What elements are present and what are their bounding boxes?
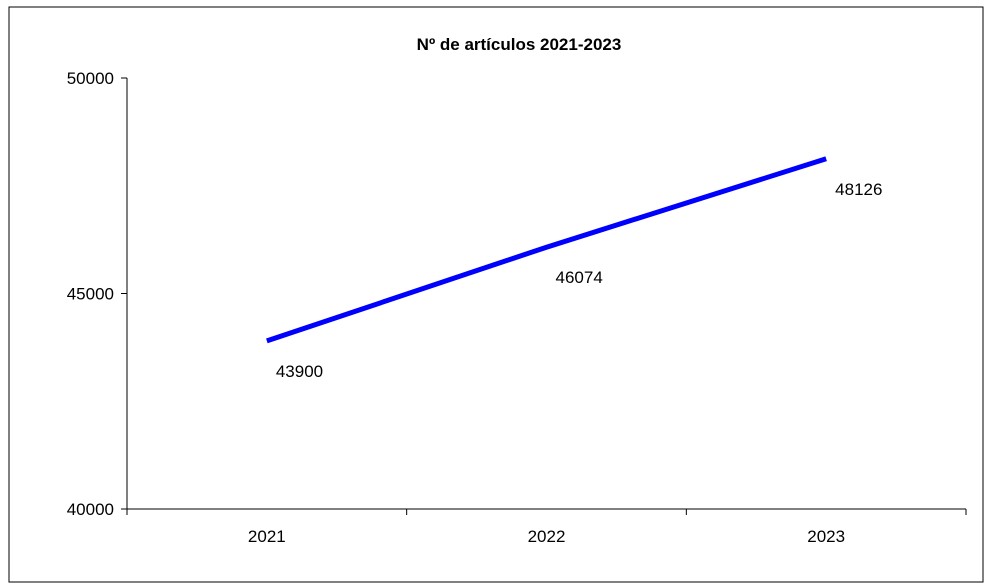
- x-tick-label: 2023: [807, 527, 845, 546]
- x-tick-label: 2021: [248, 527, 286, 546]
- y-tick-label: 45000: [67, 285, 114, 304]
- series-layer: [266, 156, 827, 344]
- data-labels: 43900 46074 48126: [276, 180, 883, 381]
- x-tick-label: 2022: [528, 527, 566, 546]
- axes: 40000 45000 50000 2021 2022 2023: [67, 69, 967, 546]
- y-tick-label: 40000: [67, 500, 114, 519]
- y-tick-label: 50000: [67, 69, 114, 88]
- data-label: 46074: [556, 268, 603, 287]
- chart-title: Nº de artículos 2021-2023: [417, 35, 622, 54]
- data-label: 43900: [276, 362, 323, 381]
- chart-border: [8, 6, 984, 583]
- series-line: [266, 156, 827, 344]
- data-label: 48126: [835, 180, 882, 199]
